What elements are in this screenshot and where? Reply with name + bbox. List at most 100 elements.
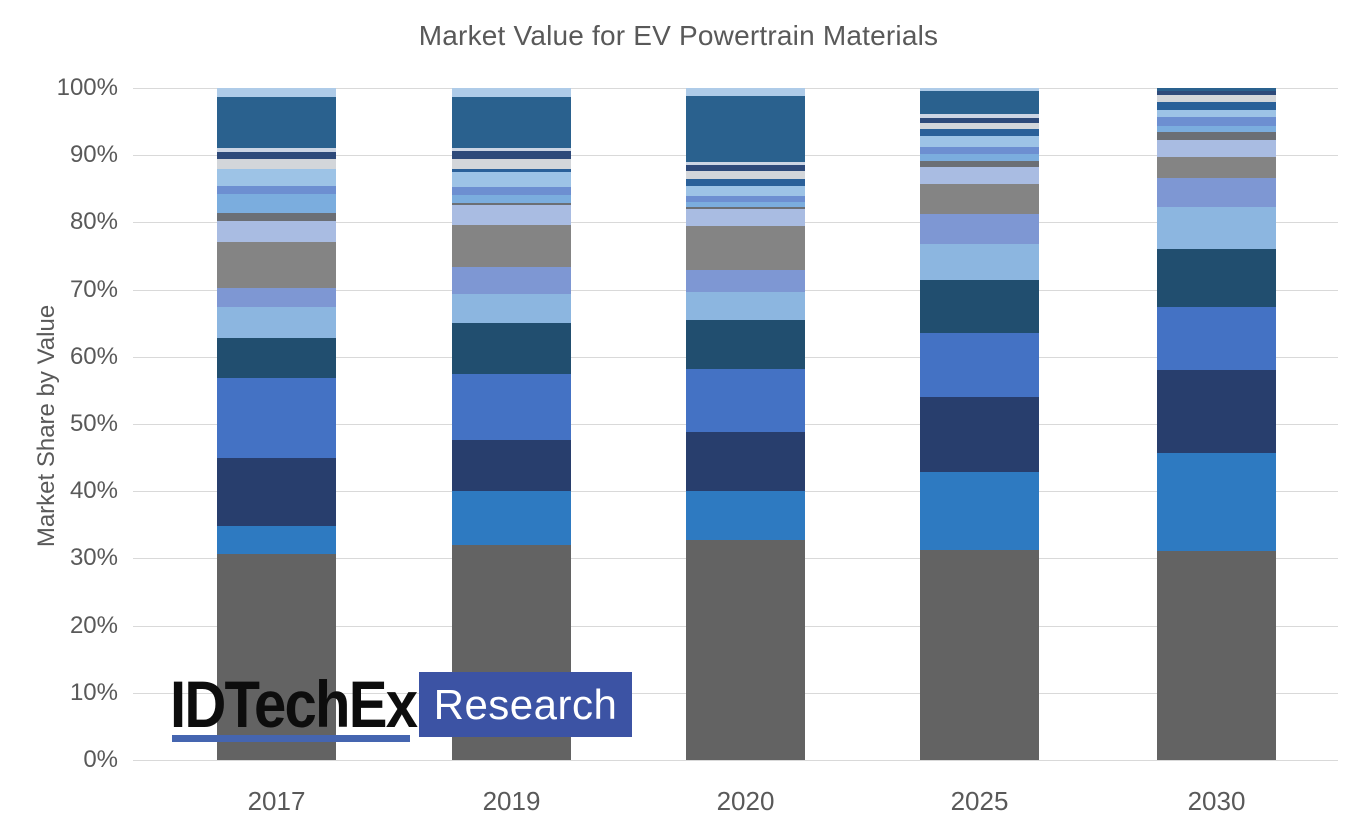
y-axis-tick-label: 100% [56, 74, 118, 101]
bar-segment-series-10-slate-gray [1157, 132, 1276, 141]
bar-segment-series-10-slate-gray [452, 202, 571, 205]
bar-segment-series-16-navy-2 [686, 164, 805, 172]
bar-segment-series-02-bright-blue [452, 491, 571, 545]
bar-segment-series-04-medium-blue [686, 368, 805, 433]
y-axis-tick-label: 60% [69, 342, 118, 370]
x-axis-label-2017: 2017 [247, 786, 306, 816]
bar-segment-series-02-bright-blue [1157, 452, 1276, 552]
bar-segment-series-14-dark-blue-2 [452, 168, 571, 173]
bar-segment-series-03-dark-navy [920, 397, 1039, 472]
bar-segment-series-08-medium-gray [1157, 156, 1276, 179]
bar-segment-series-01-dark-gray-base [920, 549, 1039, 760]
bar-2019 [452, 88, 571, 760]
bar-segment-series-19-pale-blue-top [686, 88, 805, 97]
bar-segment-series-02-bright-blue [217, 526, 336, 555]
bar-segment-series-04-medium-blue [217, 378, 336, 458]
y-axis-tick-label: 90% [69, 141, 118, 169]
bar-segment-series-19-pale-blue-top [452, 88, 571, 97]
bar-segment-series-14-dark-blue-2 [686, 178, 805, 186]
bar-segment-series-15-light-gray [686, 171, 805, 179]
y-axis-tick-label: 10% [69, 678, 118, 706]
bar-segment-series-08-medium-gray [217, 241, 336, 289]
bar-segment-series-18-dark-blue-large [217, 96, 336, 148]
bar-segment-series-06-sky-blue [920, 243, 1039, 280]
bar-segment-series-17-pale-separator [452, 147, 571, 152]
x-axis-label-2020: 2020 [716, 786, 775, 816]
bar-segment-series-01-dark-gray-base [217, 554, 336, 760]
bar-segment-series-04-medium-blue [452, 374, 571, 441]
bar-segment-series-07-periwinkle [217, 288, 336, 308]
bar-segment-series-15-light-gray [920, 123, 1039, 130]
bar-segment-series-01-dark-gray-base [452, 544, 571, 760]
plot-area [133, 88, 1338, 761]
bar-segment-series-12-medium-blue-2 [920, 146, 1039, 154]
bar-2030 [1157, 88, 1276, 760]
bar-segment-series-07-periwinkle [686, 269, 805, 293]
bar-segment-series-15-light-gray [217, 159, 336, 169]
bar-segment-series-06-sky-blue [217, 307, 336, 339]
bar-2025 [920, 88, 1039, 760]
bar-segment-series-12-medium-blue-2 [1157, 116, 1276, 126]
bar-segment-series-18-dark-blue-large [1157, 88, 1276, 91]
chart-title: Market Value for EV Powertrain Materials [418, 20, 939, 51]
bar-segment-series-06-sky-blue [686, 292, 805, 320]
bar-segment-series-09-lavender-blue [1157, 140, 1276, 157]
bar-segment-series-13-light-blue [686, 185, 805, 196]
bar-segment-series-18-dark-blue-large [920, 90, 1039, 115]
x-axis-label-2025: 2025 [950, 786, 1009, 816]
bar-segment-series-16-navy-2 [920, 117, 1039, 124]
bar-segment-series-07-periwinkle [1157, 178, 1276, 207]
bar-segment-series-05-dark-teal-blue [452, 323, 571, 375]
bar-segment-series-02-bright-blue [686, 490, 805, 541]
bar-segment-series-16-navy-2 [217, 151, 336, 160]
y-axis-tick-label: 0% [83, 746, 118, 773]
y-axis-tick-label: 40% [69, 477, 118, 505]
bar-segment-series-11-sky-blue-2 [920, 153, 1039, 162]
bar-segment-series-05-dark-teal-blue [217, 338, 336, 379]
bar-segment-series-03-dark-navy [452, 440, 571, 492]
bar-2017 [217, 88, 336, 760]
bar-segment-series-19-pale-blue-top [920, 88, 1039, 91]
bar-segment-series-16-navy-2 [452, 151, 571, 159]
bar-segment-series-08-medium-gray [686, 225, 805, 270]
bar-segment-series-13-light-blue [452, 172, 571, 187]
bar-segment-series-06-sky-blue [1157, 207, 1276, 249]
bar-segment-series-11-sky-blue-2 [217, 193, 336, 214]
bar-segment-series-02-bright-blue [920, 471, 1039, 550]
bar-segment-series-05-dark-teal-blue [920, 279, 1039, 333]
bar-segment-series-05-dark-teal-blue [1157, 248, 1276, 308]
bar-segment-series-06-sky-blue [452, 293, 571, 324]
bar-segment-series-10-slate-gray [686, 207, 805, 210]
bar-segment-series-11-sky-blue-2 [686, 201, 805, 208]
y-axis-tick-label: 20% [69, 611, 118, 639]
bar-segment-series-12-medium-blue-2 [217, 186, 336, 194]
bar-segment-series-03-dark-navy [1157, 369, 1276, 453]
bar-segment-series-07-periwinkle [920, 213, 1039, 244]
bar-segment-series-09-lavender-blue [217, 221, 336, 242]
bar-segment-series-15-light-gray [1157, 95, 1276, 103]
bar-segment-series-13-light-blue [217, 168, 336, 187]
bar-segment-series-08-medium-gray [452, 225, 571, 267]
y-axis-tick-label: 30% [69, 544, 118, 572]
bar-segment-series-13-light-blue [920, 135, 1039, 147]
bar-segment-series-12-medium-blue-2 [452, 186, 571, 195]
y-axis-tick-label: 80% [69, 208, 118, 236]
bar-segment-series-12-medium-blue-2 [686, 195, 805, 202]
bar-segment-series-04-medium-blue [1157, 307, 1276, 370]
bar-segment-series-04-medium-blue [920, 332, 1039, 398]
bar-segment-series-08-medium-gray [920, 183, 1039, 214]
bar-segment-series-11-sky-blue-2 [1157, 125, 1276, 133]
bar-segment-series-03-dark-navy [686, 432, 805, 491]
bar-segment-series-17-pale-separator [920, 114, 1039, 118]
y-axis-tick-label: 70% [69, 275, 118, 303]
bar-segment-series-17-pale-separator [686, 162, 805, 165]
bar-segment-series-10-slate-gray [217, 213, 336, 222]
bar-segment-series-09-lavender-blue [920, 167, 1039, 184]
bar-segment-series-01-dark-gray-base [686, 540, 805, 760]
bar-segment-series-18-dark-blue-large [686, 96, 805, 162]
bar-segment-series-18-dark-blue-large [452, 96, 571, 148]
bar-segment-series-09-lavender-blue [686, 209, 805, 226]
bar-segment-series-14-dark-blue-2 [1157, 102, 1276, 110]
bar-segment-series-14-dark-blue-2 [920, 129, 1039, 136]
